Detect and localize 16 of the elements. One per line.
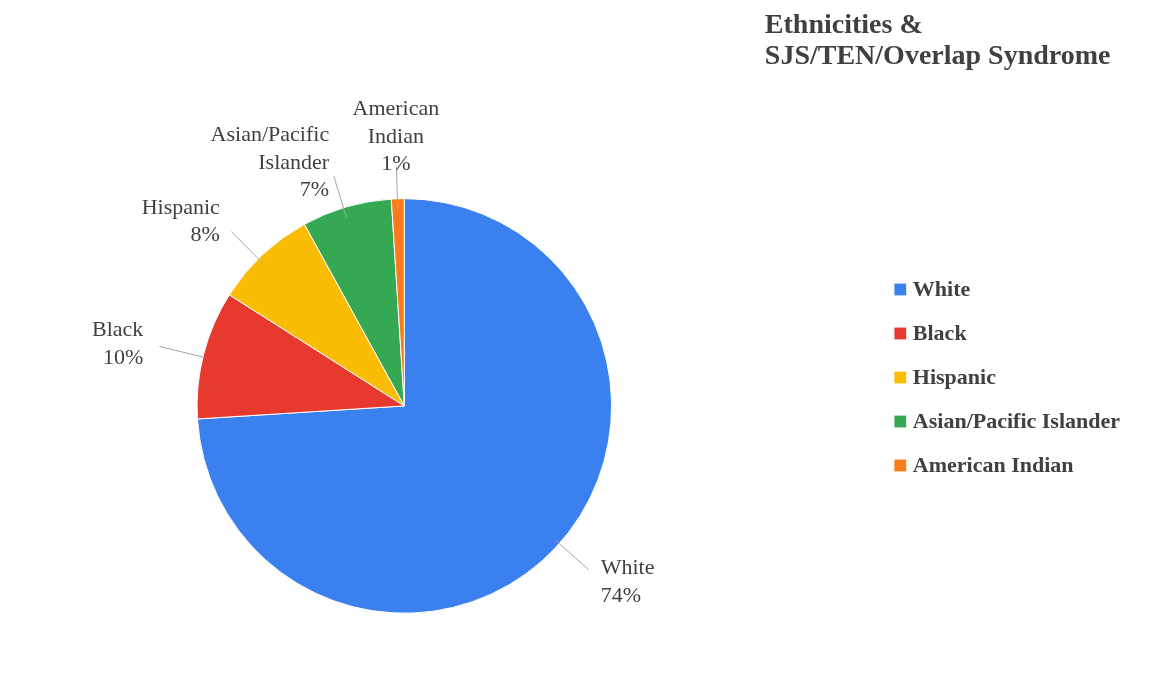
data-label: 8% bbox=[190, 221, 220, 247]
data-label: 7% bbox=[299, 176, 330, 202]
slice-label: American Indian bbox=[352, 95, 440, 148]
legend-label: Asian/Pacific Islander bbox=[912, 408, 1120, 434]
legend-label: Hispanic bbox=[912, 364, 996, 390]
data-label: 1% bbox=[381, 150, 411, 176]
chart-title: Ethnicities & SJS/TEN/Overlap Syndrome bbox=[764, 7, 1111, 70]
data-label: 74% bbox=[600, 581, 642, 607]
legend-label: White bbox=[912, 276, 971, 302]
slice-label: Hispanic bbox=[141, 193, 221, 219]
data-label: 10% bbox=[103, 343, 144, 369]
legend-label: Black bbox=[912, 320, 967, 346]
legend-label: American Indian bbox=[912, 452, 1074, 478]
slice-label: Black bbox=[92, 316, 144, 342]
slice-label: White bbox=[600, 554, 655, 580]
slice-label: Asian/Pacific Islander bbox=[210, 121, 330, 174]
